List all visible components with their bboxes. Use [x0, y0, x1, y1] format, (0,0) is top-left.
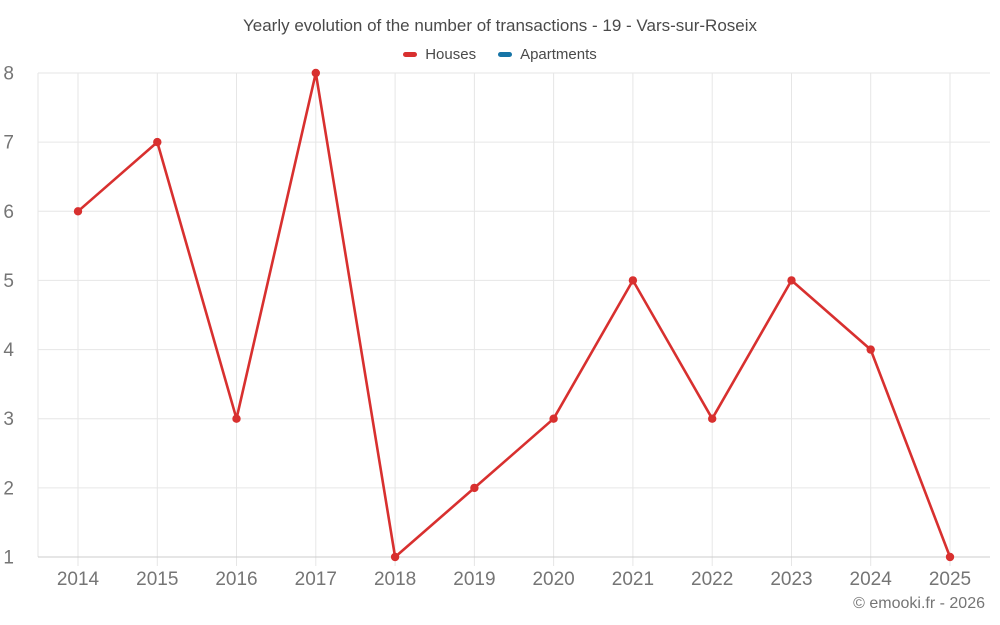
y-tick-label: 6 — [3, 202, 14, 223]
copyright-credit[interactable]: © emooki.fr - 2026 — [853, 595, 985, 612]
data-point-houses-2014[interactable] — [73, 207, 83, 216]
data-point-houses-2023[interactable] — [787, 276, 796, 285]
data-point-houses-2020[interactable] — [549, 414, 558, 423]
data-point-houses-2021[interactable] — [628, 276, 638, 285]
y-tick-label: 7 — [3, 133, 14, 154]
x-tick-label: 2025 — [929, 569, 971, 590]
y-tick-label: 1 — [3, 548, 14, 569]
legend: Houses Apartments — [0, 44, 1000, 64]
y-tick-label: 3 — [3, 409, 14, 430]
y-tick-label: 8 — [3, 64, 14, 85]
houses-series-swatch-icon — [403, 51, 418, 57]
x-tick-label: 2016 — [215, 569, 257, 590]
legend-item-houses[interactable]: Houses — [403, 46, 476, 63]
x-tick-label: 2020 — [532, 569, 574, 590]
x-tick-label: 2017 — [295, 569, 337, 590]
data-point-houses-2024[interactable] — [866, 345, 875, 354]
y-tick-label: 4 — [3, 340, 14, 361]
x-tick-label: 2023 — [770, 569, 812, 590]
x-tick-label: 2021 — [612, 569, 654, 590]
chart-title: Yearly evolution of the number of transa… — [242, 16, 758, 35]
x-tick-label: 2015 — [136, 569, 178, 590]
legend-label-houses: Houses — [425, 45, 477, 63]
apartments-series-swatch-icon — [498, 51, 513, 57]
legend-item-apartments[interactable]: Apartments — [498, 46, 597, 63]
y-tick-label: 2 — [3, 478, 14, 499]
data-point-houses-2019[interactable] — [470, 483, 479, 493]
data-point-houses-2015[interactable] — [153, 137, 162, 147]
series-line-houses — [76, 71, 952, 559]
x-tick-label: 2018 — [374, 569, 416, 590]
x-tick-label: 2024 — [850, 569, 893, 590]
data-point-houses-2017[interactable] — [311, 68, 320, 78]
x-tick-label: 2019 — [453, 569, 495, 590]
data-point-houses-2022[interactable] — [708, 414, 717, 423]
x-tick-label: 2022 — [691, 569, 733, 590]
data-point-houses-2025[interactable] — [945, 552, 955, 562]
data-point-houses-2016[interactable] — [232, 414, 241, 423]
y-tick-label: 5 — [3, 271, 14, 292]
data-point-houses-2018[interactable] — [390, 552, 400, 562]
legend-label-apartments: Apartments — [520, 45, 597, 63]
x-tick-label: 2014 — [57, 569, 100, 590]
